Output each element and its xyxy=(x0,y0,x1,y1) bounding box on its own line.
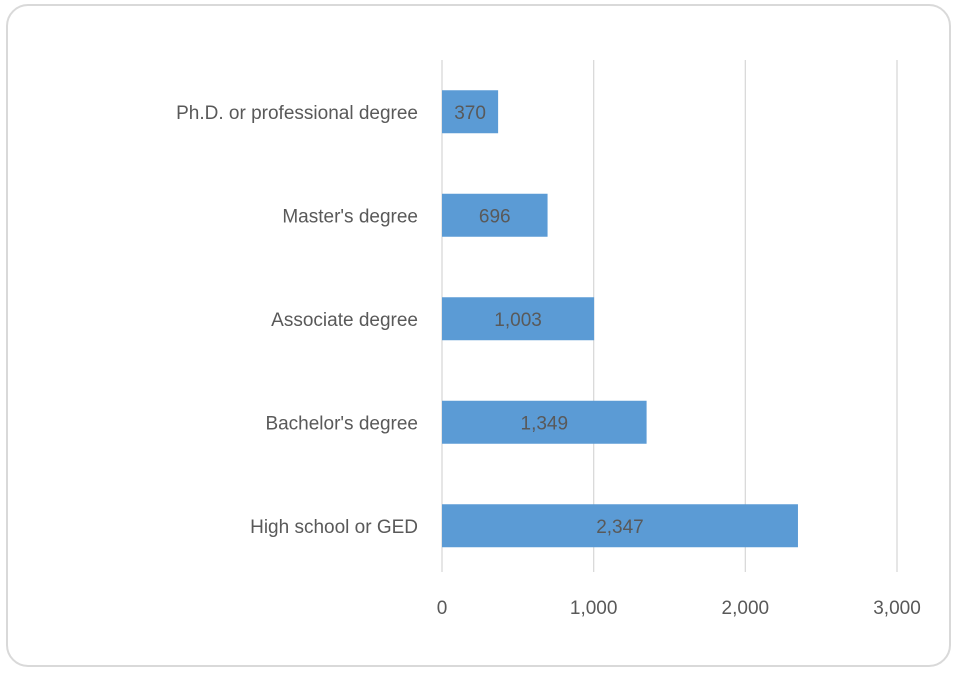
data-label-3: 1,349 xyxy=(521,413,569,434)
bar-3 xyxy=(442,400,647,444)
category-label-0: Ph.D. or professional degree xyxy=(176,103,418,124)
category-label-4: High school or GED xyxy=(250,517,418,538)
category-label-3: Bachelor's degree xyxy=(265,413,418,434)
category-label-2: Associate degree xyxy=(271,310,418,331)
x-tick-label-0: 0 xyxy=(437,598,448,619)
data-label-0: 370 xyxy=(454,103,486,124)
bar-2 xyxy=(442,297,595,341)
bar-0 xyxy=(442,90,499,134)
bar-4 xyxy=(442,504,798,548)
data-label-4: 2,347 xyxy=(596,517,644,538)
bar-1 xyxy=(442,193,548,237)
category-label-1: Master's degree xyxy=(282,206,418,227)
data-label-1: 696 xyxy=(479,206,511,227)
x-tick-label-1: 1,000 xyxy=(570,598,618,619)
x-tick-label-2: 2,000 xyxy=(722,598,770,619)
data-label-2: 1,003 xyxy=(494,310,542,331)
bars xyxy=(442,90,798,548)
x-tick-label-3: 3,000 xyxy=(873,598,921,619)
labels: 0 1,000 2,000 3,000 Ph.D. or professional de… xyxy=(176,103,921,619)
